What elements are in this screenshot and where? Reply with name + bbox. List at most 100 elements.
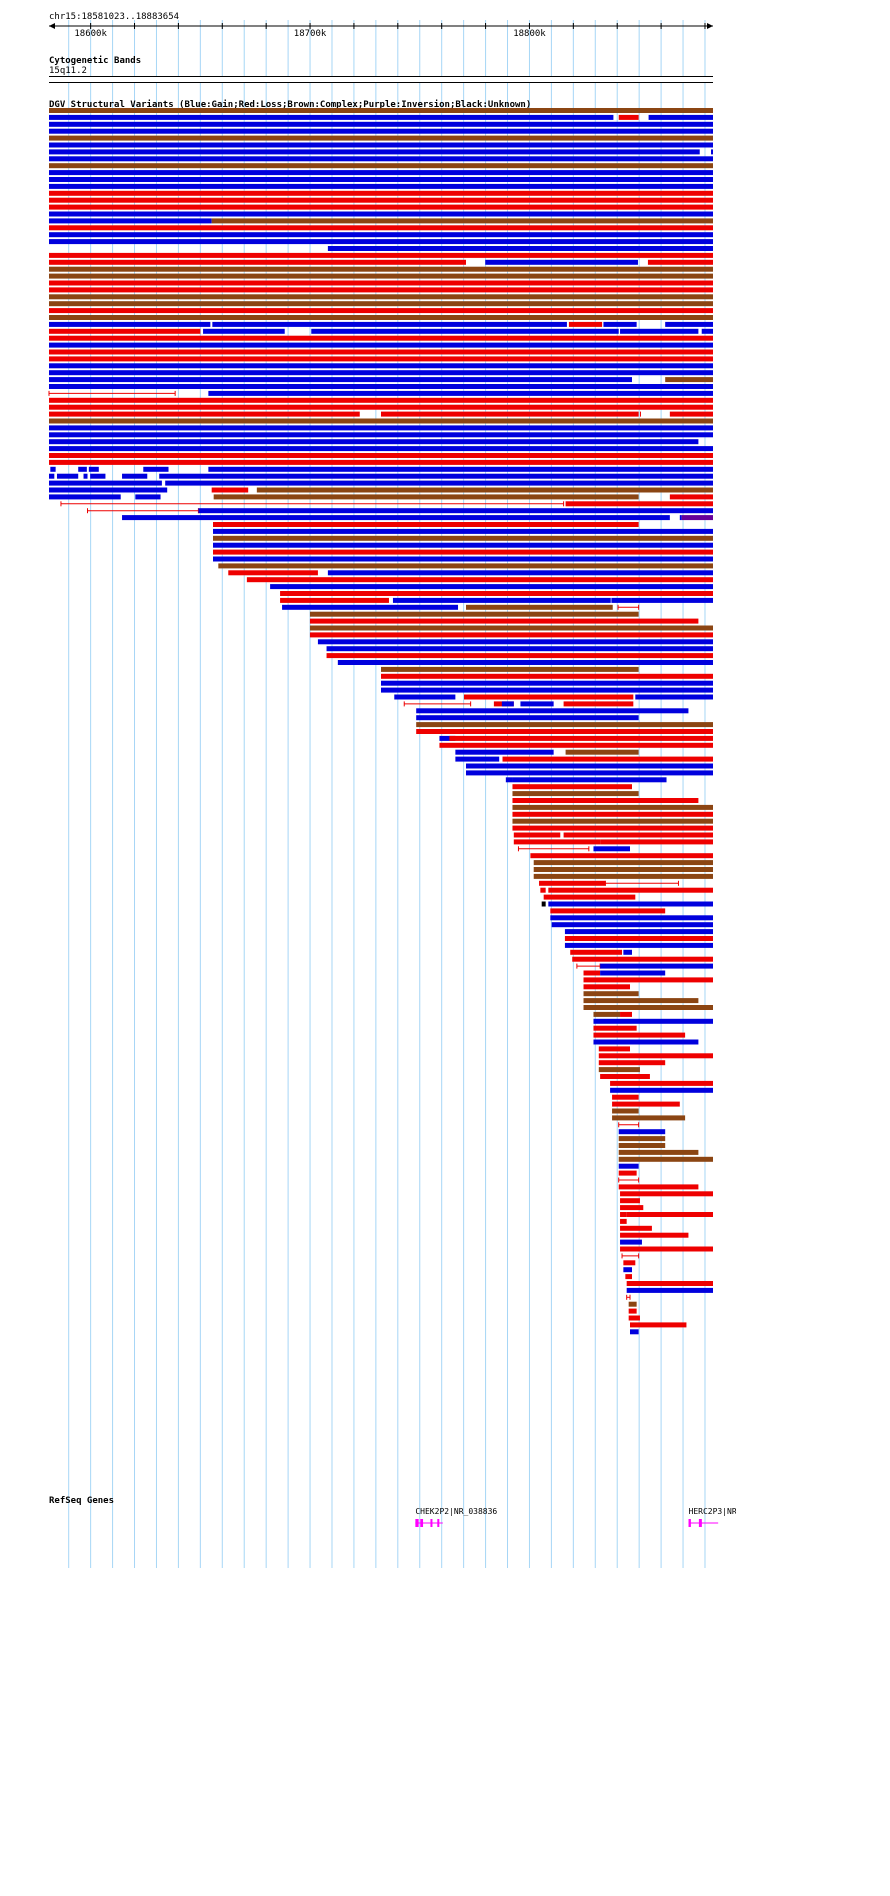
dgv-variant-loss[interactable] — [620, 1232, 689, 1238]
dgv-variant-loss[interactable] — [568, 321, 603, 327]
dgv-variant-complex[interactable] — [218, 563, 713, 569]
dgv-variant-loss[interactable] — [49, 397, 713, 403]
dgv-variant-unknown[interactable] — [541, 901, 546, 907]
dgv-variant-gain[interactable] — [465, 770, 713, 776]
dgv-variant-loss[interactable] — [620, 1218, 627, 1224]
dgv-variant-gain[interactable] — [49, 183, 713, 189]
dgv-variant-gain[interactable] — [317, 639, 713, 645]
dgv-variant-gain[interactable] — [623, 1267, 632, 1273]
dgv-variant-gain[interactable] — [564, 929, 713, 935]
dgv-variant-loss[interactable] — [512, 811, 713, 817]
dgv-variant-gain[interactable] — [49, 156, 713, 162]
dgv-variant-loss[interactable] — [213, 522, 639, 527]
dgv-variant-gain[interactable] — [593, 1018, 713, 1024]
dgv-variant-loss[interactable] — [628, 1315, 640, 1321]
dgv-variant-loss[interactable] — [439, 742, 713, 748]
dgv-variant-gain[interactable] — [392, 597, 611, 603]
dgv-variant-loss[interactable] — [49, 225, 713, 231]
dgv-variant-gain[interactable] — [49, 439, 699, 445]
dgv-variant-loss[interactable] — [612, 1101, 680, 1107]
dgv-variant-loss[interactable] — [543, 894, 636, 900]
dgv-variant-loss[interactable] — [548, 887, 713, 893]
dgv-variant-loss[interactable] — [49, 356, 713, 362]
dgv-variant-gain[interactable] — [593, 1039, 699, 1045]
dgv-variant-gain[interactable] — [165, 480, 713, 486]
dgv-variant-gain[interactable] — [213, 556, 713, 562]
dgv-variant-gain[interactable] — [212, 321, 567, 327]
dgv-variant-gain[interactable] — [381, 687, 713, 693]
dgv-variant-complex[interactable] — [618, 1156, 713, 1162]
dgv-variant-loss[interactable] — [49, 335, 713, 341]
dgv-variant-loss[interactable] — [630, 1322, 687, 1328]
dgv-variant-loss[interactable] — [563, 701, 634, 707]
dgv-variant-gain[interactable] — [600, 970, 666, 976]
dgv-variant-loss[interactable] — [49, 252, 713, 258]
dgv-variant-loss[interactable] — [464, 694, 634, 700]
dgv-variant-gain[interactable] — [630, 1329, 639, 1335]
dgv-variant-complex[interactable] — [565, 749, 639, 755]
dgv-variant-gain[interactable] — [49, 177, 713, 182]
dgv-variant-gain[interactable] — [49, 446, 713, 452]
cytoband-bar[interactable] — [49, 76, 713, 83]
dgv-variant-complex[interactable] — [512, 804, 713, 810]
dgv-variant-complex[interactable] — [49, 315, 713, 320]
dgv-variant-loss[interactable] — [628, 1308, 637, 1314]
dgv-variant-loss[interactable] — [280, 591, 713, 596]
dgv-variant-complex[interactable] — [213, 535, 713, 541]
dgv-variant-loss[interactable] — [598, 1060, 666, 1066]
dgv-variant-gain[interactable] — [618, 1163, 639, 1169]
dgv-variant-loss[interactable] — [620, 1225, 652, 1231]
dgv-variant-gain[interactable] — [88, 466, 99, 472]
dgv-variant-gain[interactable] — [49, 377, 632, 383]
dgv-variant-gain[interactable] — [49, 121, 713, 127]
dgv-variant-loss[interactable] — [647, 259, 713, 265]
dgv-variant-gain[interactable] — [337, 660, 713, 665]
dgv-variant-gain[interactable] — [270, 584, 713, 590]
dgv-variant-gain[interactable] — [603, 321, 637, 327]
dgv-variant-gain[interactable] — [213, 542, 713, 548]
dgv-variant-loss[interactable] — [49, 287, 713, 293]
dgv-variant-loss[interactable] — [564, 936, 713, 941]
dgv-variant-loss[interactable] — [512, 825, 713, 831]
dgv-variant-loss[interactable] — [49, 308, 713, 314]
dgv-variant-complex[interactable] — [533, 860, 713, 866]
dgv-variant-gain[interactable] — [203, 328, 285, 334]
dgv-variant-loss[interactable] — [550, 908, 666, 914]
dgv-variant-loss[interactable] — [572, 956, 713, 962]
dgv-variant-complex[interactable] — [618, 1136, 666, 1142]
dgv-variant-loss[interactable] — [620, 1212, 627, 1217]
dgv-variant-loss[interactable] — [626, 1212, 713, 1217]
dgv-variant-complex[interactable] — [211, 218, 713, 224]
dgv-variant-loss[interactable] — [280, 597, 389, 603]
dgv-variant-loss[interactable] — [381, 673, 713, 679]
dgv-variant-loss[interactable] — [570, 949, 623, 955]
dgv-variant-gain[interactable] — [564, 942, 713, 948]
dgv-variant-complex[interactable] — [381, 666, 639, 672]
dgv-variant-loss[interactable] — [49, 404, 713, 410]
dgv-variant-loss[interactable] — [49, 197, 713, 203]
dgv-variant-loss[interactable] — [612, 1094, 639, 1100]
dgv-variant-gain[interactable] — [610, 1087, 713, 1093]
dgv-variant-complex[interactable] — [593, 1011, 621, 1017]
dgv-variant-complex[interactable] — [583, 991, 639, 997]
dgv-variant-loss[interactable] — [563, 832, 713, 838]
dgv-variant-loss[interactable] — [246, 577, 713, 583]
dgv-variant-complex[interactable] — [533, 867, 713, 872]
dgv-variant-loss[interactable] — [540, 887, 546, 893]
dgv-variant-complex[interactable] — [512, 791, 639, 797]
dgv-variant-loss[interactable] — [416, 729, 713, 734]
dgv-variant-gain[interactable] — [326, 646, 713, 652]
gene-label[interactable]: CHEK2P2|NR_038836 — [415, 1507, 497, 1516]
dgv-variant-gain[interactable] — [49, 494, 121, 500]
dgv-variant-gain[interactable] — [620, 1239, 642, 1245]
dgv-variant-loss[interactable] — [512, 798, 699, 803]
dgv-variant-complex[interactable] — [49, 163, 713, 169]
dgv-variant-loss[interactable] — [593, 1032, 686, 1038]
dgv-variant-complex[interactable] — [628, 1301, 637, 1307]
dgv-variant-gain[interactable] — [611, 597, 713, 603]
dgv-variant-gain[interactable] — [327, 246, 713, 251]
dgv-variant-complex[interactable] — [512, 818, 713, 824]
dgv-variant-loss[interactable] — [626, 1281, 630, 1286]
dgv-variant-loss[interactable] — [512, 784, 632, 790]
dgv-variant-loss[interactable] — [49, 190, 713, 196]
